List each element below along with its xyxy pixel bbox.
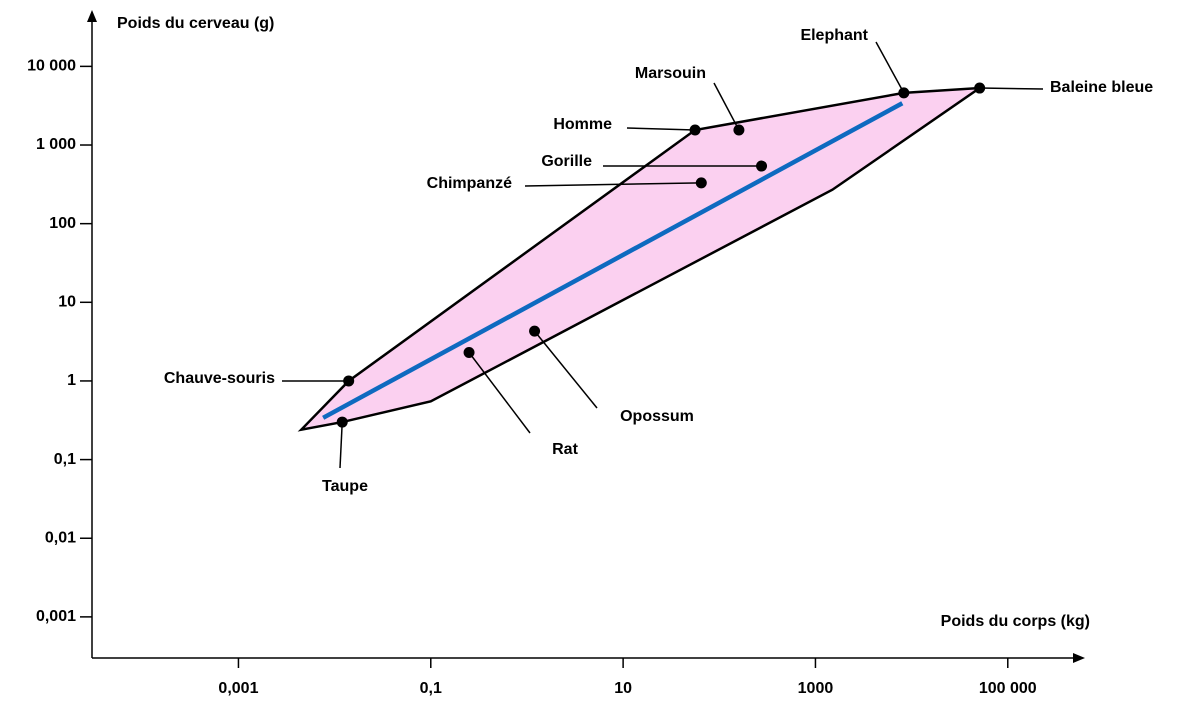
point-label: Baleine bleue	[1050, 79, 1153, 96]
y-tick-label: 10 000	[27, 58, 76, 75]
point	[337, 417, 348, 428]
x-axis-title: Poids du corps (kg)	[941, 613, 1090, 630]
point	[696, 177, 707, 188]
point-label: Gorille	[541, 153, 592, 170]
point-label: Marsouin	[635, 65, 706, 82]
y-tick-label: 0,01	[45, 529, 76, 546]
x-axis-arrow	[1073, 653, 1085, 663]
trend-line	[323, 103, 902, 418]
point-label: Taupe	[322, 478, 368, 495]
y-tick-label: 1	[67, 372, 76, 389]
y-axis-arrow	[87, 10, 97, 22]
point	[756, 161, 767, 172]
y-tick-label: 1 000	[36, 136, 76, 153]
y-axis-title: Poids du cerveau (g)	[117, 15, 274, 32]
x-tick-label: 1000	[798, 680, 834, 697]
leader-line	[980, 88, 1043, 89]
x-tick-label: 0,001	[218, 680, 258, 697]
point-label: Rat	[552, 441, 578, 458]
point	[898, 87, 909, 98]
envelope	[301, 88, 979, 430]
x-tick-label: 10	[614, 680, 632, 697]
y-tick-label: 0,1	[54, 451, 76, 468]
y-tick-label: 100	[49, 215, 76, 232]
point	[529, 326, 540, 337]
point	[733, 125, 744, 136]
y-tick-label: 10	[58, 294, 76, 311]
x-tick-label: 100 000	[979, 680, 1037, 697]
leader-line	[876, 42, 904, 93]
point	[690, 125, 701, 136]
point	[464, 347, 475, 358]
leader-line	[535, 331, 597, 408]
point-label: Homme	[553, 116, 612, 133]
leader-line	[340, 422, 342, 468]
leader-line	[714, 83, 739, 130]
point	[343, 375, 354, 386]
leader-line	[627, 128, 695, 130]
x-tick-label: 0,1	[420, 680, 442, 697]
y-tick-label: 0,001	[36, 608, 76, 625]
point-label: Chimpanzé	[427, 175, 512, 192]
point-label: Chauve-souris	[164, 370, 275, 387]
point	[974, 83, 985, 94]
point-label: Elephant	[800, 27, 868, 44]
point-label: Opossum	[620, 408, 694, 425]
